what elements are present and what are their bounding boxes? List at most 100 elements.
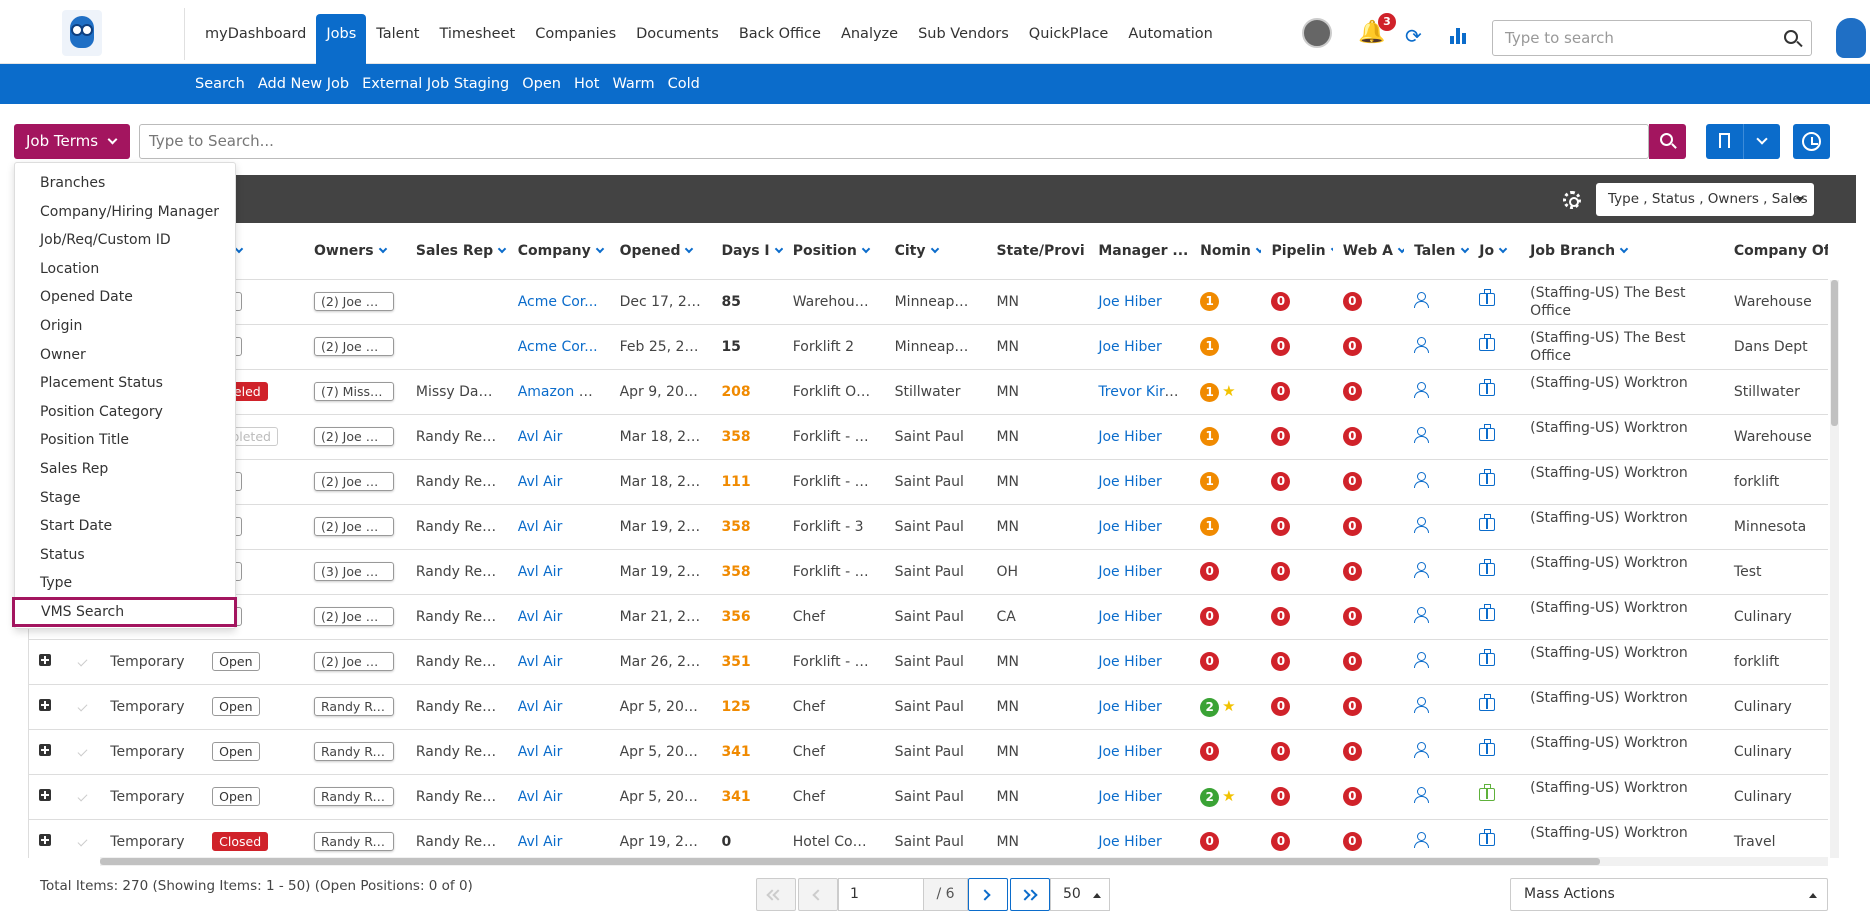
owner-chip[interactable]: (2) Joe Hi... [314,292,394,311]
search-submit-button[interactable] [1649,124,1686,159]
owner-chip[interactable]: Randy Re... [314,832,394,851]
global-search-input[interactable]: Type to search [1492,20,1812,56]
manager-link[interactable]: Joe Hiber [1098,563,1162,580]
dropdown-item-start-date[interactable]: Start Date [40,518,113,535]
briefcase-icon[interactable] [1479,649,1496,666]
column-header-city[interactable]: City [884,223,987,280]
manager-link[interactable]: Joe Hiber [1098,833,1162,850]
expand-cell[interactable] [29,684,70,730]
web-apps-count[interactable]: 0 [1342,607,1362,626]
pipeline-count[interactable]: 0 [1271,382,1291,401]
company-link[interactable]: Amazon W... [517,383,605,400]
filter-icon[interactable] [1619,244,1629,253]
dropdown-item-sales-rep[interactable]: Sales Rep [40,460,109,477]
dropdown-item-type[interactable]: Type [40,575,73,592]
web-apps-count[interactable]: 0 [1342,652,1362,671]
dropdown-item-placement-status[interactable]: Placement Status [40,375,163,392]
subnav-item-warm[interactable]: Warm [612,76,655,92]
nominations-count[interactable]: 0 [1200,832,1220,851]
filter-icon[interactable] [378,244,387,253]
filter-icon[interactable] [930,244,939,253]
pipeline-count[interactable]: 0 [1271,562,1291,581]
nominations-count[interactable]: 1 [1200,517,1220,536]
owner-chip[interactable]: Randy Re... [314,697,394,716]
saved-search-dropdown[interactable] [1743,124,1780,159]
dropdown-item-position-title[interactable]: Position Title [40,432,129,449]
page-number-input[interactable]: 1 [838,878,924,911]
nominations-count[interactable]: 2 [1200,787,1220,807]
column-filter-select[interactable]: Type , Status , Owners , Sales [1596,183,1814,216]
dropdown-item-stage[interactable]: Stage [40,489,81,506]
web-apps-count[interactable]: 0 [1342,292,1362,311]
pipeline-count[interactable]: 0 [1271,472,1291,491]
pipeline-count[interactable]: 0 [1271,652,1291,671]
dropdown-item-branches[interactable]: Branches [40,175,106,191]
company-link[interactable]: Avl Air [517,743,563,760]
column-header-job-branch[interactable]: Job Branch [1520,223,1724,280]
table-row[interactable]: Temporary Open Randy Re... Randy Rec... Avl … [29,684,1828,730]
briefcase-icon[interactable] [1479,739,1496,756]
briefcase-icon[interactable] [1479,379,1496,396]
talent-people-icon[interactable] [1414,381,1434,398]
web-apps-count[interactable]: 0 [1342,742,1362,761]
briefcase-icon[interactable] [1479,604,1496,621]
company-link[interactable]: Avl Air [517,608,563,625]
nav-item-mydashboard[interactable]: myDashboard [205,26,307,42]
next-page-button[interactable] [968,878,1008,911]
talent-people-icon[interactable] [1414,336,1434,353]
job-search-input[interactable]: Type to Search... [139,124,1649,159]
nav-item-jobs[interactable]: Jobs [316,14,367,64]
table-row[interactable]: en(2) Joe Hi...Acme Cor...Feb 25, 202515… [29,324,1828,370]
dropdown-item-origin[interactable]: Origin [40,317,83,334]
table-row[interactable]: mpleted (2) Joe Hi... Randy Rec... Avl Air M… [29,414,1828,460]
table-row[interactable]: nceled (7) Missy ... Missy Dah... Amazon W.… [29,369,1828,415]
talent-people-icon[interactable] [1414,741,1434,758]
expand-cell[interactable] [29,639,70,685]
gear-icon[interactable] [1563,191,1581,209]
talent-people-icon[interactable] [1414,426,1434,443]
nav-item-automation[interactable]: Automation [1128,26,1213,42]
prev-page-button[interactable] [798,878,838,911]
owner-chip[interactable]: (2) Joe Hi... [314,517,394,536]
nominations-count[interactable]: 1 [1200,292,1220,311]
manager-link[interactable]: Joe Hiber [1098,608,1162,625]
column-header-nomin[interactable]: Nomin [1190,223,1262,280]
table-row[interactable]: Temporary Open Randy Re... Randy Rec... Avl … [29,729,1828,775]
column-header-owners[interactable]: Owners [304,223,406,280]
subnav-item-search[interactable]: Search [195,76,245,92]
mass-actions-select[interactable]: Mass Actions [1510,878,1828,911]
manager-link[interactable]: Joe Hiber [1098,653,1162,670]
manager-link[interactable]: Joe Hiber [1098,698,1162,715]
table-row[interactable]: Temporary Open Randy Re... Randy Rec... Avl … [29,774,1828,820]
owner-chip[interactable]: (2) Joe Hi... [314,427,394,446]
briefcase-icon[interactable] [1479,829,1496,846]
refresh-icon[interactable]: ⟳ [1405,24,1422,48]
table-row[interactable]: Temporary Open (2) Joe Hi... Randy Rec... Av… [29,639,1828,685]
nominations-count[interactable]: 1 [1200,472,1220,491]
dropdown-item-company-hiring-manager[interactable]: Company/Hiring Manager [40,203,219,220]
filter-icon[interactable] [774,244,783,253]
nav-item-companies[interactable]: Companies [535,26,617,42]
search-icon[interactable] [1784,30,1798,44]
pipeline-count[interactable]: 0 [1271,787,1291,806]
manager-link[interactable]: Joe Hiber [1098,743,1162,760]
filter-icon[interactable] [595,244,605,253]
recent-searches-button[interactable] [1793,124,1830,159]
nominations-count[interactable]: 2 [1200,697,1220,717]
pipeline-count[interactable]: 0 [1271,607,1291,626]
manager-link[interactable]: Joe Hiber [1098,473,1162,490]
company-link[interactable]: Avl Air [517,563,563,580]
dropdown-item-location[interactable]: Location [40,260,100,277]
table-row[interactable]: en(2) Joe Hi...Acme Cor...Dec 17, 202485… [29,279,1828,325]
web-apps-count[interactable]: 0 [1342,787,1362,806]
filter-icon[interactable] [685,244,694,253]
filter-icon[interactable] [1460,244,1469,253]
company-link[interactable]: Avl Air [517,698,563,715]
column-header-company-office[interactable]: Company Office [1723,223,1828,280]
briefcase-icon[interactable] [1479,424,1496,441]
web-apps-count[interactable]: 0 [1342,562,1362,581]
